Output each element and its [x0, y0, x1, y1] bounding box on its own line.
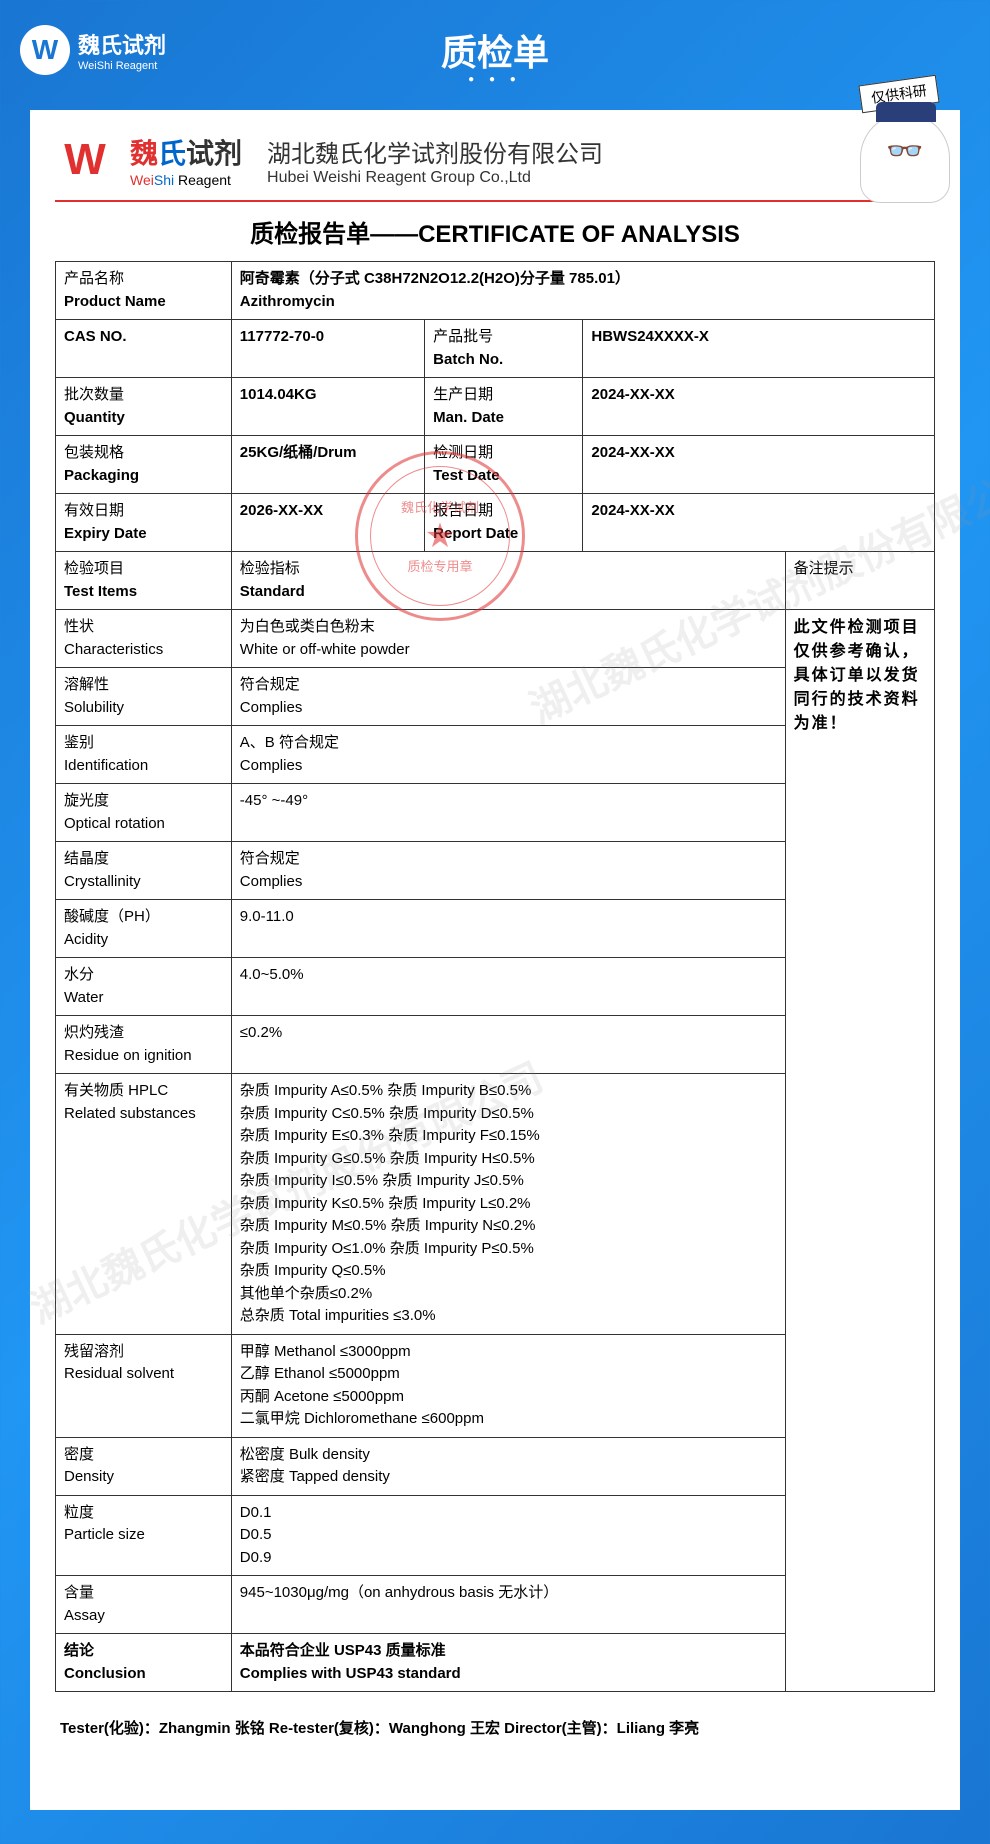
table-row: 检验项目Test Items 检验指标Standard 备注提示 — [56, 552, 935, 610]
doc-company: 湖北魏氏化学试剂股份有限公司 Hubei Weishi Reagent Grou… — [267, 134, 603, 187]
mascot: 仅供科研 — [860, 80, 950, 203]
testers-line: Tester(化验)：Zhangmin 张铭 Re-tester(复核)：Wan… — [55, 1707, 935, 1748]
table-row: CAS NO. 117772-70-0 产品批号Batch No. HBWS24… — [56, 320, 935, 378]
banner-logo: W 魏氏试剂 WeiShi Reagent — [20, 25, 166, 75]
table-row: 包装规格Packaging 25KG/纸桶/Drum 检测日期Test Date… — [56, 436, 935, 494]
banner: W 魏氏试剂 WeiShi Reagent 质检单 ● ● ● — [0, 0, 990, 100]
table-row: 性状Characteristics 为白色或类白色粉末White or off-… — [56, 610, 935, 668]
coa-table: 产品名称Product Name 阿奇霉素（分子式 C38H72N2O12.2(… — [55, 261, 935, 1692]
table-row: 产品名称Product Name 阿奇霉素（分子式 C38H72N2O12.2(… — [56, 262, 935, 320]
banner-logo-en: WeiShi Reagent — [78, 60, 166, 72]
mascot-bear-icon — [860, 113, 950, 203]
doc-logo-icon: W — [55, 130, 115, 190]
logo-icon: W — [20, 25, 70, 75]
doc-logo-text: 魏氏试剂 WeiShi Reagent — [130, 132, 242, 188]
document: 仅供科研 W 魏氏试剂 WeiShi Reagent 湖北魏氏化学试剂股份有限公… — [30, 110, 960, 1810]
table-row: 批次数量Quantity 1014.04KG 生产日期Man. Date 202… — [56, 378, 935, 436]
impurity-lines: 杂质 Impurity A≤0.5% 杂质 Impurity B≤0.5%杂质 … — [231, 1074, 785, 1335]
banner-title: 质检单 — [441, 24, 549, 76]
banner-logo-cn: 魏氏试剂 — [78, 28, 166, 60]
doc-header: W 魏氏试剂 WeiShi Reagent 湖北魏氏化学试剂股份有限公司 Hub… — [55, 130, 935, 202]
table-row: 有效日期Expiry Date 2026-XX-XX 报告日期Report Da… — [56, 494, 935, 552]
doc-title: 质检报告单——CERTIFICATE OF ANALYSIS — [55, 214, 935, 249]
remarks-cell: 此文件检测项目仅供参考确认，具体订单以发货同行的技术资料为准！ — [785, 610, 934, 1692]
banner-dots: ● ● ● — [468, 74, 522, 85]
